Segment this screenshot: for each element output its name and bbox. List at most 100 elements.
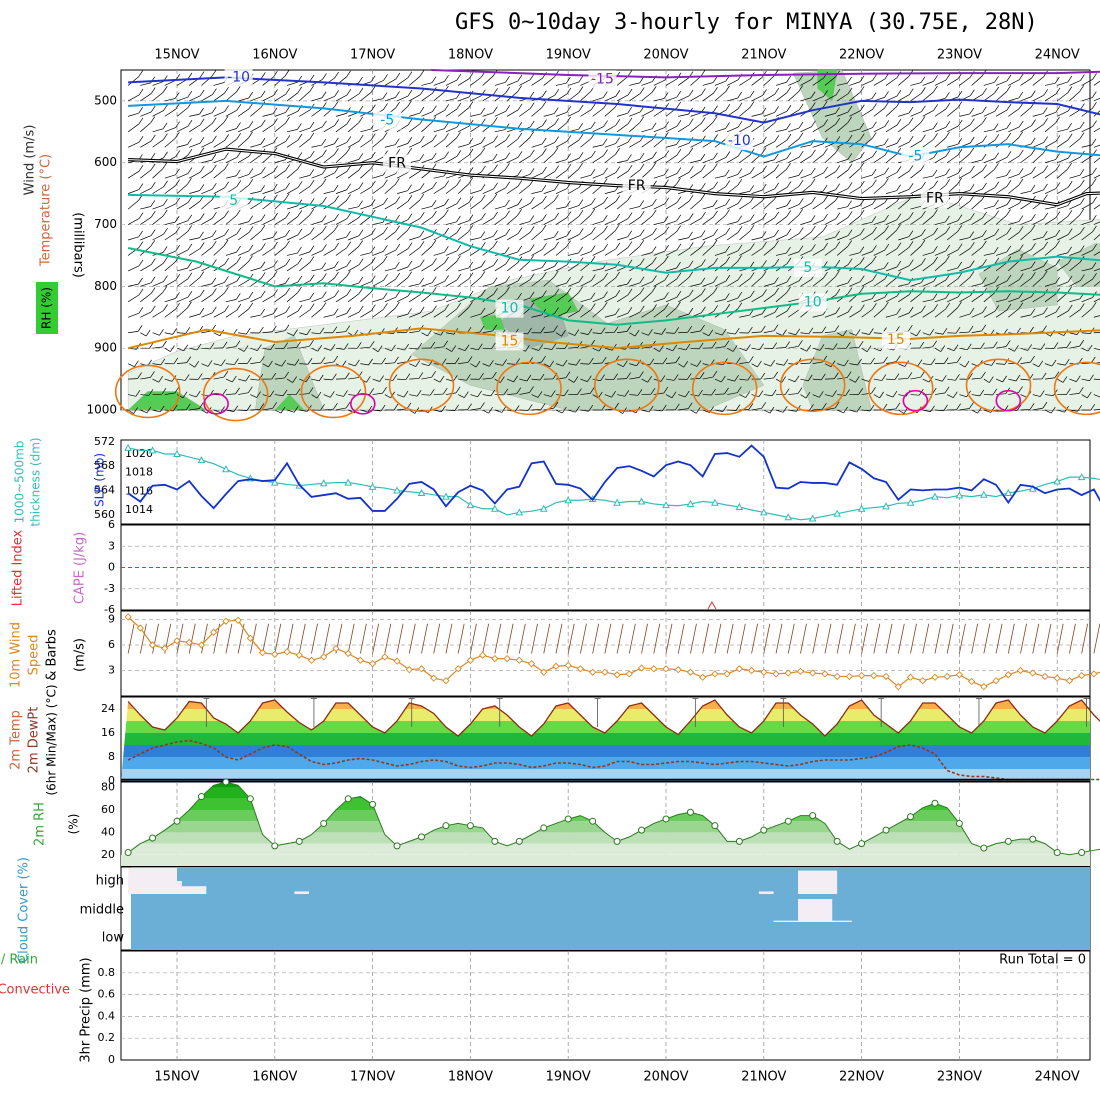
wind-barb <box>127 306 144 318</box>
wind-barb-shaft <box>592 307 604 318</box>
wind-barb-flag <box>811 196 816 204</box>
wind-barb-shaft <box>665 125 678 133</box>
wind-barb <box>751 325 766 334</box>
wind-barb-flag <box>554 136 559 143</box>
wind-barb-flag <box>371 104 376 111</box>
wind-barb <box>629 276 645 287</box>
wind-barb-flag <box>224 305 229 312</box>
wind-barb <box>396 213 413 225</box>
wind-barb <box>861 357 875 365</box>
wind-barb <box>213 134 229 148</box>
wind-barb <box>665 167 682 179</box>
wind-barb-flag <box>455 386 461 394</box>
wind-barb-shaft <box>629 363 637 367</box>
wind-barb-shaft <box>922 81 934 86</box>
wind-barb-shaft <box>800 202 812 210</box>
wind-barb-shaft <box>201 330 212 334</box>
wind-barb-shaft <box>751 95 763 102</box>
wind-barb-flag <box>371 228 376 235</box>
wind-barb-flag <box>823 195 828 202</box>
wind-barb-shaft <box>910 187 922 194</box>
wind-barb-shaft <box>421 187 433 194</box>
wind-barb <box>128 390 141 397</box>
wind-barb-flag <box>566 240 571 247</box>
wind-barb-shaft <box>250 267 262 272</box>
wind-barb <box>457 196 474 210</box>
wind-barb <box>201 230 217 241</box>
wind-barb-flag <box>1006 74 1012 82</box>
wind-barb-flag <box>369 388 374 395</box>
wind-barb-shaft <box>140 111 152 117</box>
wind-barb-shaft <box>347 217 360 225</box>
wind-barb <box>653 121 669 133</box>
wind-barb-shaft <box>225 157 238 164</box>
wind-barb-shaft <box>849 310 861 318</box>
wind-barb <box>763 389 777 397</box>
wind-barb <box>286 359 300 366</box>
wind-barb-flag <box>283 342 288 349</box>
wind-barb-shaft <box>201 283 212 287</box>
wind-barb-flag <box>260 214 266 221</box>
wind-barb-shaft <box>702 409 710 413</box>
wind-barb-flag <box>261 290 266 297</box>
wind-barb <box>531 391 543 398</box>
wind-barb-flag <box>468 214 474 221</box>
wind-barb-shaft <box>971 75 983 86</box>
wind-barb-flag <box>591 198 596 205</box>
wind-barb-flag <box>427 329 432 337</box>
wind-barb <box>836 211 853 225</box>
wind-barb-shaft <box>347 169 360 179</box>
wind-barb-flag <box>198 402 204 409</box>
wind-barb-flag <box>550 390 556 397</box>
wind-barb-flag <box>236 227 242 235</box>
wind-barb-shaft <box>225 409 234 412</box>
wind-barb-shaft <box>433 110 445 117</box>
wind-barb <box>225 256 241 272</box>
wind-barb-shaft <box>604 172 617 179</box>
wind-barb-flag <box>725 245 730 253</box>
wind-barb-flag <box>151 258 156 265</box>
wind-barb-shaft <box>800 231 812 241</box>
wind-barb-shaft <box>225 393 236 395</box>
wind-barb-shaft <box>213 158 225 164</box>
wind-barb-shaft <box>580 109 592 117</box>
wind-barb-shaft <box>604 394 612 398</box>
wind-barb-shaft <box>678 266 690 272</box>
wind-barb <box>421 152 437 164</box>
wind-barb-shaft <box>127 218 140 225</box>
wind-barb <box>164 292 180 303</box>
wind-barb-shaft <box>176 107 188 117</box>
wind-barb-shaft <box>555 188 568 194</box>
wind-barb-flag <box>456 273 462 281</box>
wind-barb-flag <box>847 211 853 218</box>
wind-barb-flag <box>493 259 498 266</box>
wind-barb-shaft <box>372 203 384 210</box>
wind-barb-flag <box>407 195 413 202</box>
wind-barb-flag <box>358 182 364 189</box>
wind-barb-shaft <box>189 190 200 194</box>
wind-barb-flag <box>285 116 290 124</box>
wind-barb <box>641 209 657 225</box>
wind-barb-flag <box>1031 119 1036 126</box>
wind-barb-flag <box>187 261 192 269</box>
wind-barb-shaft <box>531 408 542 411</box>
wind-barb-shaft <box>213 363 222 366</box>
wind-barb-flag <box>1006 103 1012 111</box>
wind-barb <box>849 162 865 179</box>
wind-barb-shaft <box>775 187 788 194</box>
wind-barb-flag <box>685 343 691 351</box>
wind-barb-flag <box>1018 178 1024 186</box>
wind-barb-flag <box>505 210 510 217</box>
wind-barb-shaft <box>653 261 665 272</box>
wind-barb <box>189 213 205 225</box>
wind-barb <box>763 342 777 349</box>
wind-barb <box>616 117 633 133</box>
wind-barb-flag <box>248 226 254 233</box>
wind-barb-flag <box>256 391 261 398</box>
wind-barb-flag <box>513 375 518 383</box>
wind-barb-shaft <box>983 169 995 179</box>
wind-barb-shaft <box>225 309 238 318</box>
wind-barb <box>617 107 633 117</box>
wind-barb-flag <box>542 148 547 155</box>
wind-barb-flag <box>516 387 522 394</box>
